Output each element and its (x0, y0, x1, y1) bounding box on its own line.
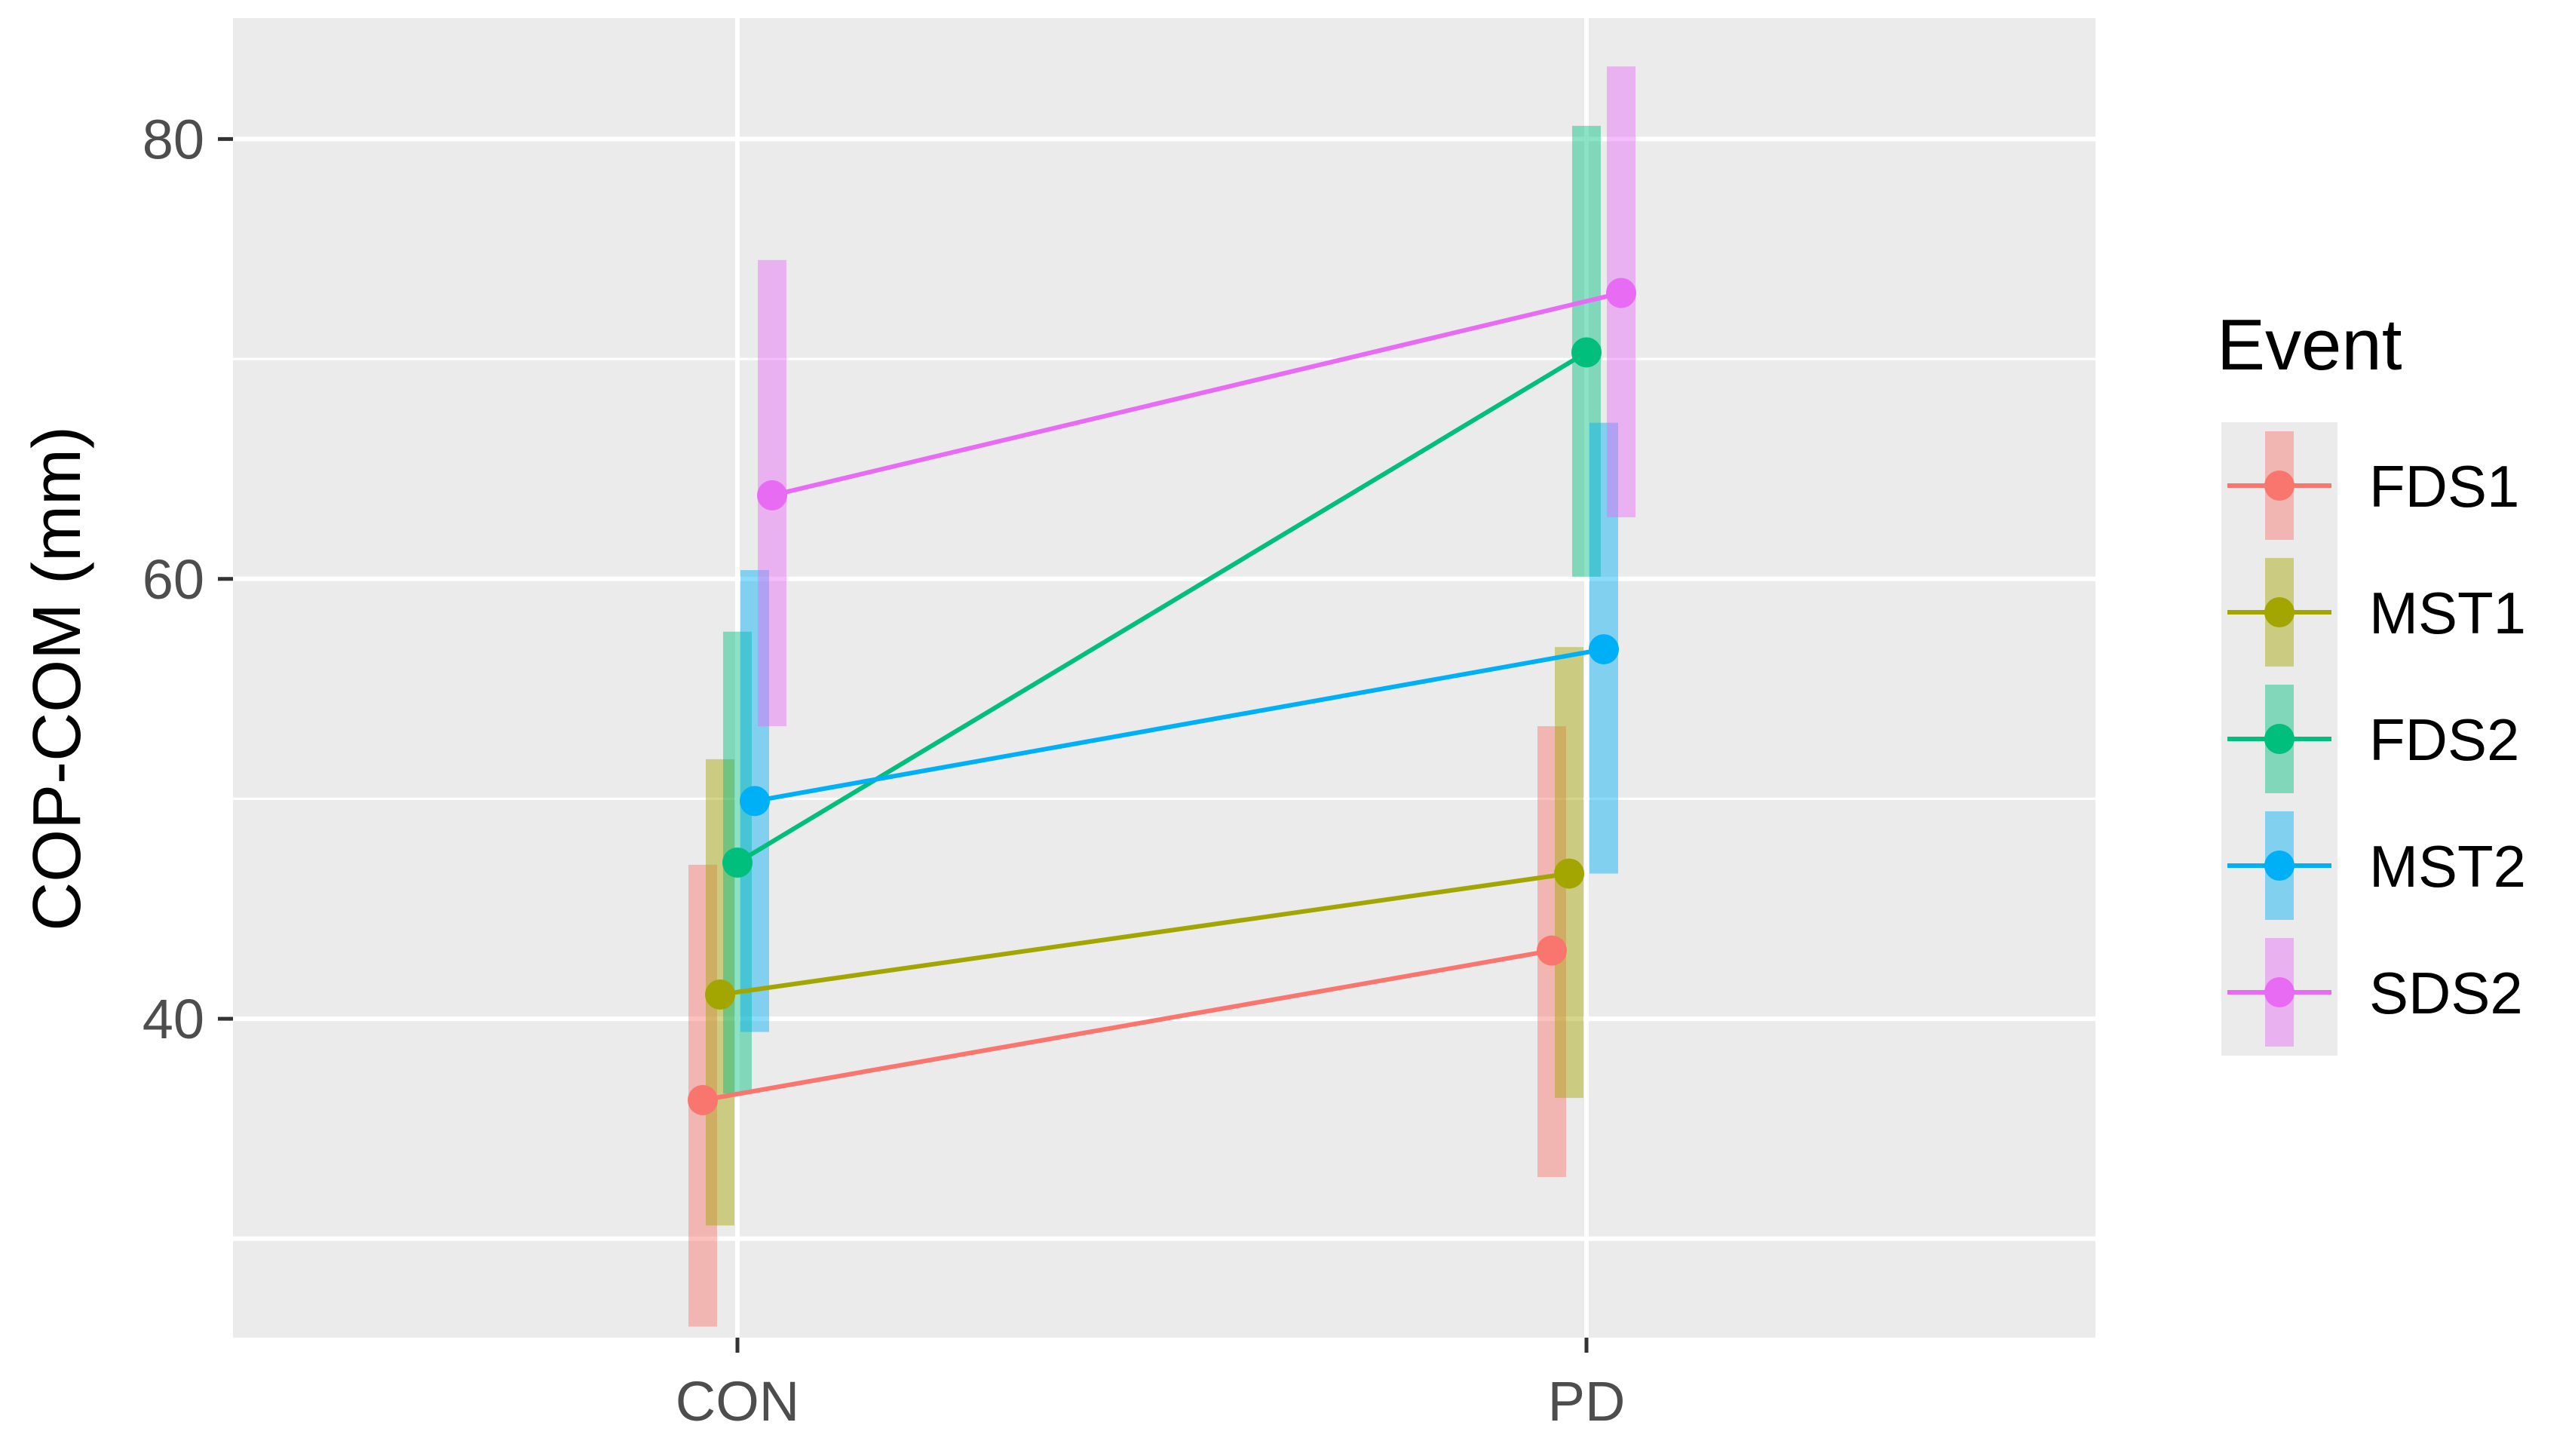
legend-label-fds2: FDS2 (2369, 707, 2519, 773)
legend-key-point (2264, 851, 2295, 881)
legend-label-fds1: FDS1 (2369, 453, 2519, 520)
legend-key-point (2264, 597, 2295, 627)
x-tick-label: PD (1548, 1370, 1626, 1433)
point-mst2-con (740, 786, 770, 817)
legend-label-sds2: SDS2 (2369, 960, 2523, 1026)
legend-key-point (2264, 724, 2295, 754)
point-mst1-pd (1554, 858, 1584, 889)
point-fds1-pd (1537, 935, 1567, 966)
series-line-mst2 (754, 647, 1605, 804)
legend-label-mst2: MST2 (2369, 833, 2526, 900)
y-tick-label: 40 (143, 988, 204, 1050)
series-points (688, 277, 1636, 1115)
point-mst2-pd (1589, 634, 1619, 665)
legend-key-point (2264, 471, 2295, 501)
x-tick-label: CON (676, 1370, 799, 1433)
series-line-fds1 (702, 948, 1553, 1102)
point-fds2-pd (1571, 337, 1602, 368)
legend-title: Event (2217, 305, 2402, 385)
y-axis-title: COP-COM (mm) (20, 426, 95, 931)
series-line-mst1 (719, 871, 1570, 997)
point-sds2-con (757, 480, 787, 510)
plot-panel (233, 18, 2095, 1338)
legend-label-mst1: MST1 (2369, 580, 2526, 646)
point-sds2-pd (1606, 277, 1636, 308)
point-fds2-con (722, 848, 753, 878)
series-lines (702, 290, 1622, 1102)
legend-key-point (2264, 977, 2295, 1007)
point-fds1-con (688, 1085, 718, 1115)
gridlines (233, 18, 2095, 1338)
y-tick-label: 60 (143, 548, 204, 611)
legend: Event FDS1 MST1 FDS2 MST2 SDS2 (2217, 305, 2526, 1056)
series-line-sds2 (771, 290, 1622, 498)
point-mst1-con (705, 979, 735, 1010)
y-axis: 40 60 80 (143, 108, 233, 1050)
y-tick-label: 80 (143, 108, 204, 170)
x-axis: CON PD (676, 1338, 1626, 1433)
